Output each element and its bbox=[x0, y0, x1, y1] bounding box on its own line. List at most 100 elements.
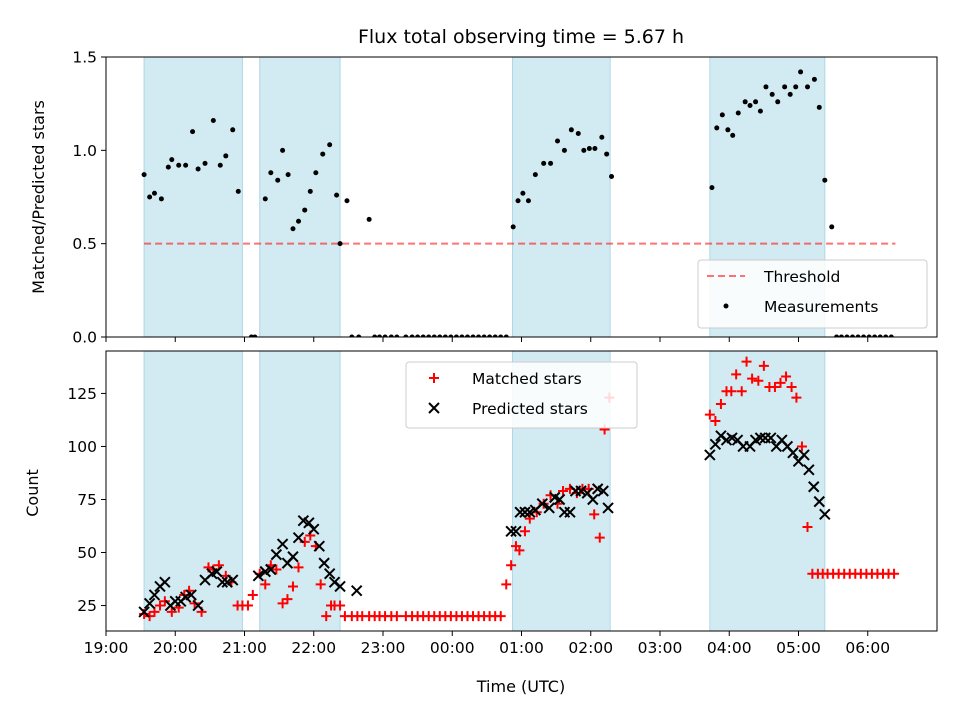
matched-stars-point bbox=[791, 392, 802, 403]
predicted-stars-point bbox=[519, 506, 531, 518]
predicted-stars-point bbox=[514, 506, 526, 518]
measurement-point bbox=[169, 157, 175, 163]
y-tick-label: 0.5 bbox=[72, 235, 97, 253]
x-tick-label: 06:00 bbox=[845, 639, 890, 657]
matched-stars-point bbox=[889, 568, 900, 579]
measurement-point bbox=[217, 162, 223, 168]
predicted-stars-point bbox=[587, 493, 599, 506]
predicted-stars-point bbox=[318, 557, 330, 569]
predicted-stars-point bbox=[510, 525, 522, 538]
measurement-point bbox=[437, 334, 443, 337]
x-tick-label: 00:00 bbox=[430, 639, 475, 657]
observing-window-1 bbox=[143, 57, 243, 337]
measurement-point bbox=[769, 91, 775, 97]
measurement-point bbox=[492, 334, 498, 337]
matched-stars-point bbox=[514, 545, 525, 556]
measurement-point bbox=[459, 334, 465, 337]
measurement-point bbox=[476, 334, 482, 337]
predicted-stars-point bbox=[765, 432, 777, 444]
legend-matched-marker bbox=[429, 373, 439, 383]
measurement-point bbox=[525, 198, 531, 204]
chart-title: Flux total observing time = 5.67 h bbox=[358, 26, 684, 48]
matched-stars-point bbox=[321, 611, 332, 622]
measurement-point bbox=[431, 334, 437, 337]
measurement-point bbox=[714, 125, 720, 131]
measurement-point bbox=[356, 334, 362, 337]
y-tick-label: 1.5 bbox=[72, 49, 97, 67]
matched-stars-point bbox=[741, 356, 752, 367]
x-axis-label: Time (UTC) bbox=[476, 677, 565, 696]
measurement-point bbox=[541, 160, 547, 166]
x-tick-label: 01:00 bbox=[499, 639, 544, 657]
measurement-point bbox=[296, 218, 302, 224]
predicted-stars-point bbox=[819, 508, 831, 521]
measurement-point bbox=[757, 108, 763, 114]
measurement-point bbox=[230, 127, 236, 133]
measurement-point bbox=[742, 99, 748, 105]
measurement-point bbox=[866, 334, 872, 337]
measurement-point bbox=[453, 334, 459, 337]
legend-label: Measurements bbox=[764, 298, 879, 316]
predicted-stars-point bbox=[803, 464, 815, 476]
observing-window-2 bbox=[259, 351, 341, 631]
measurement-point bbox=[775, 99, 781, 105]
predicted-stars-point bbox=[597, 485, 609, 497]
matched-stars-point bbox=[315, 579, 326, 590]
matched-stars-point bbox=[282, 594, 293, 605]
observing-window-4 bbox=[709, 351, 826, 631]
measurement-point bbox=[609, 173, 615, 179]
measurement-point bbox=[487, 334, 493, 337]
x-tick-label: 04:00 bbox=[707, 639, 752, 657]
measurement-point bbox=[415, 334, 421, 337]
predicted-stars-point bbox=[227, 574, 239, 586]
predicted-stars-point bbox=[138, 606, 150, 618]
measurement-point bbox=[290, 226, 296, 232]
matched-stars-point bbox=[293, 562, 304, 573]
x-tick-label: 23:00 bbox=[361, 639, 406, 657]
measurement-point bbox=[850, 334, 856, 337]
ratio-panel: 0.0 0.5 1.0 1.5 Threshold Measurements bbox=[72, 49, 938, 347]
measurement-point bbox=[816, 104, 822, 110]
measurement-point bbox=[141, 172, 147, 178]
measurement-point bbox=[575, 131, 581, 137]
measurement-point bbox=[520, 190, 526, 196]
predicted-stars-point bbox=[323, 568, 336, 580]
legend-predicted-marker bbox=[428, 402, 440, 414]
matched-stars-point bbox=[391, 611, 402, 622]
measurement-point bbox=[280, 147, 286, 153]
matched-stars-point bbox=[558, 486, 569, 496]
y-tick-label: 25 bbox=[77, 597, 97, 615]
measurement-point bbox=[176, 162, 182, 168]
measurement-point bbox=[725, 127, 731, 133]
predicted-stars-point bbox=[334, 580, 346, 593]
measurement-point bbox=[532, 172, 538, 178]
matched-stars-point bbox=[271, 564, 282, 575]
matched-stars-point bbox=[287, 581, 298, 592]
measurement-point bbox=[515, 198, 521, 204]
matched-stars-point bbox=[247, 589, 258, 600]
predicted-stars-point bbox=[185, 589, 197, 601]
predicted-stars-point bbox=[350, 584, 363, 597]
y-tick-label: 1.0 bbox=[72, 142, 97, 160]
x-tick-label: 22:00 bbox=[291, 639, 336, 657]
measurement-point bbox=[822, 177, 828, 183]
measurement-point bbox=[872, 334, 878, 337]
measurement-point bbox=[811, 76, 817, 82]
predicted-stars-point bbox=[704, 449, 716, 461]
measurement-point bbox=[394, 334, 400, 337]
matched-stars-point bbox=[260, 579, 271, 590]
measurement-point bbox=[158, 196, 164, 202]
matched-stars-point bbox=[594, 532, 605, 543]
matched-stars-point bbox=[753, 375, 764, 386]
measurement-point bbox=[275, 177, 281, 183]
predicted-stars-point bbox=[564, 506, 576, 518]
measurement-point bbox=[834, 334, 840, 337]
measurement-point bbox=[262, 196, 268, 202]
plot-area-0 bbox=[141, 57, 896, 337]
predicted-stars-point bbox=[192, 599, 204, 612]
measurement-point bbox=[548, 160, 554, 166]
matched-stars-point bbox=[589, 509, 600, 520]
predicted-stars-point bbox=[211, 565, 223, 578]
measurement-point bbox=[592, 145, 598, 151]
